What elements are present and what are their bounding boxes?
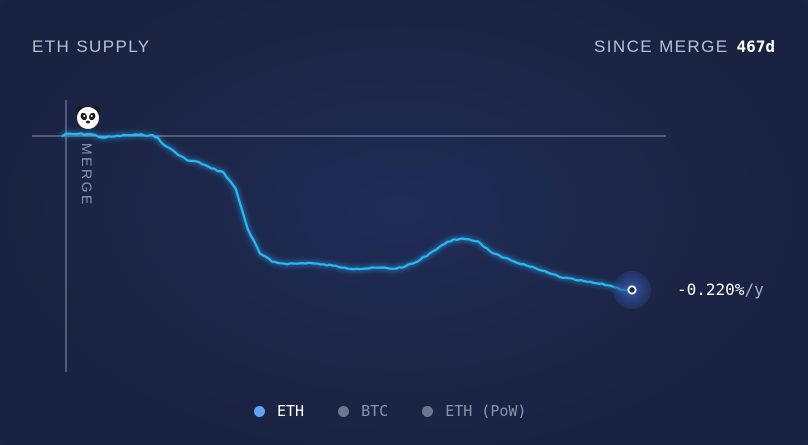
legend-item-btc[interactable]: BTC [338,402,388,420]
eth-series-line [61,132,634,292]
eth-endpoint-marker[interactable] [627,285,637,295]
since-merge-summary: SINCE MERGE 467d [594,37,775,57]
supply-growth-rate-unit: /y [744,280,764,299]
legend-label-eth-pow: ETH (PoW) [445,402,527,420]
legend-item-eth-pow[interactable]: ETH (PoW) [422,402,526,420]
legend-label-btc: BTC [361,402,389,420]
legend-item-eth[interactable]: ETH [254,402,304,420]
chart-legend: ETH BTC ETH (PoW) [254,402,560,420]
supply-growth-rate-value: -0.220% [677,280,745,299]
legend-label-eth: ETH [277,402,305,420]
supply-growth-rate: -0.220%/y [677,280,764,299]
since-merge-value: 467d [736,37,775,56]
merge-marker-label: MERGE [79,143,95,207]
legend-dot-eth-pow [422,405,434,417]
legend-dot-btc [338,405,350,417]
legend-dot-eth [254,405,265,417]
chart-title: ETH SUPPLY [32,37,151,56]
panda-icon [75,105,101,129]
since-merge-label: SINCE MERGE [594,37,729,56]
